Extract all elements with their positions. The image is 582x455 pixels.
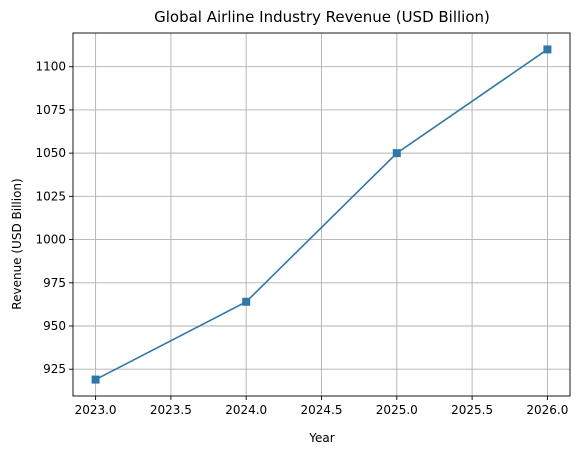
y-tick-label: 1000 <box>35 233 66 247</box>
y-tick-label: 1050 <box>35 146 66 160</box>
y-tick-label: 925 <box>43 362 66 376</box>
y-tick-label: 950 <box>43 319 66 333</box>
x-tick-label: 2025.0 <box>376 403 418 417</box>
y-tick-label: 975 <box>43 276 66 290</box>
x-tick-label: 2024.5 <box>301 403 343 417</box>
x-tick-label: 2025.5 <box>451 403 493 417</box>
y-axis-ticks: 925 950 975 1000 1025 1050 1075 1100 <box>35 60 73 376</box>
series-line <box>95 48 548 381</box>
series-group <box>91 45 552 384</box>
data-point-marker <box>392 149 401 158</box>
x-tick-label: 2023.0 <box>75 403 117 417</box>
x-axis-ticks: 2023.0 2023.5 2024.0 2024.5 2025.0 2025.5 2026… <box>75 396 568 417</box>
data-point-marker <box>543 45 552 54</box>
grid-lines <box>73 33 570 396</box>
x-tick-label: 2026.0 <box>526 403 568 417</box>
plot-frame <box>72 32 571 397</box>
y-tick-label: 1075 <box>35 103 66 117</box>
x-axis-label: Year <box>308 431 334 445</box>
y-tick-label: 1025 <box>35 189 66 203</box>
chart-title: Global Airline Industry Revenue (USD Bil… <box>154 8 490 26</box>
x-tick-label: 2023.5 <box>150 403 192 417</box>
data-point-marker <box>91 375 100 384</box>
data-point-marker <box>242 297 251 306</box>
y-axis-label: Revenue (USD Billion) <box>10 178 24 309</box>
y-tick-label: 1100 <box>35 60 66 74</box>
x-tick-label: 2024.0 <box>225 403 267 417</box>
